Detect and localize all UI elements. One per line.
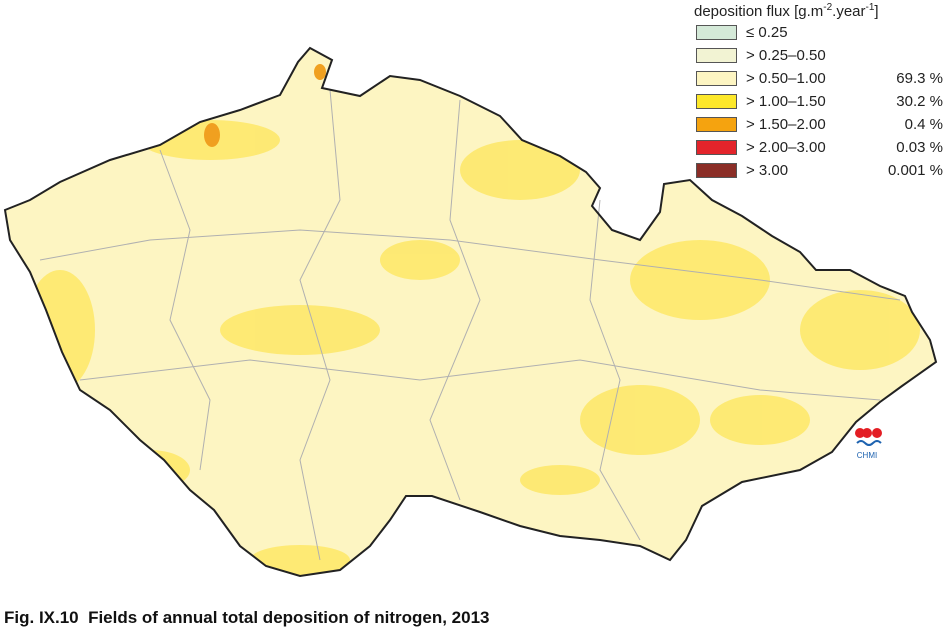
legend-label: > 0.25–0.50 [746, 47, 826, 64]
legend-swatch [696, 25, 737, 40]
legend-title-part: .year [832, 3, 866, 20]
legend-swatch [696, 48, 737, 63]
legend-label: > 1.50–2.00 [746, 116, 826, 133]
legend-swatch [696, 71, 737, 86]
deposition-patches [25, 120, 920, 575]
legend-share: 0.4 % [904, 116, 943, 133]
legend-swatch [696, 117, 737, 132]
legend-item: > 1.50–2.00 0.4 % [690, 116, 943, 134]
legend-item: > 3.00 0.001 % [690, 162, 943, 180]
legend-title-part: -2 [823, 2, 833, 13]
district-borders [39, 89, 901, 561]
high-patches [204, 64, 326, 147]
legend-title-part: -1 [865, 2, 875, 13]
legend-label: > 0.50–1.00 [746, 70, 826, 87]
caption: Fig. IX.10 Fields of annual total deposi… [4, 608, 490, 627]
chmi-logo: CHMI [855, 428, 882, 460]
legend-label: > 3.00 [746, 162, 789, 179]
legend-item: > 2.00–3.00 0.03 % [690, 139, 943, 157]
country-fill [5, 48, 936, 576]
logo-text: CHMI [857, 451, 877, 460]
legend-item: > 1.00–1.50 30.2 % [690, 93, 943, 111]
legend-share: 30.2 % [896, 93, 943, 110]
legend-label: > 2.00–3.00 [746, 139, 826, 156]
legend-share: 0.03 % [896, 139, 943, 156]
legend-share: 0.001 % [887, 162, 943, 179]
legend-item: > 0.50–1.00 69.3 % [690, 70, 943, 88]
legend-title-part: ] [874, 3, 879, 20]
legend-swatch [696, 163, 737, 178]
legend-swatch [696, 94, 737, 109]
legend-title-part: deposition flux [g.m [694, 3, 824, 20]
legend-item: ≤ 0.25 [690, 24, 943, 42]
legend-share: 69.3 % [896, 70, 943, 87]
legend-title: deposition flux [g.m-2.year-1] [694, 2, 879, 20]
legend-item: > 0.25–0.50 [690, 47, 943, 65]
legend-label: > 1.00–1.50 [746, 93, 826, 110]
legend-swatch [696, 140, 737, 155]
legend-label: ≤ 0.25 [746, 24, 788, 41]
